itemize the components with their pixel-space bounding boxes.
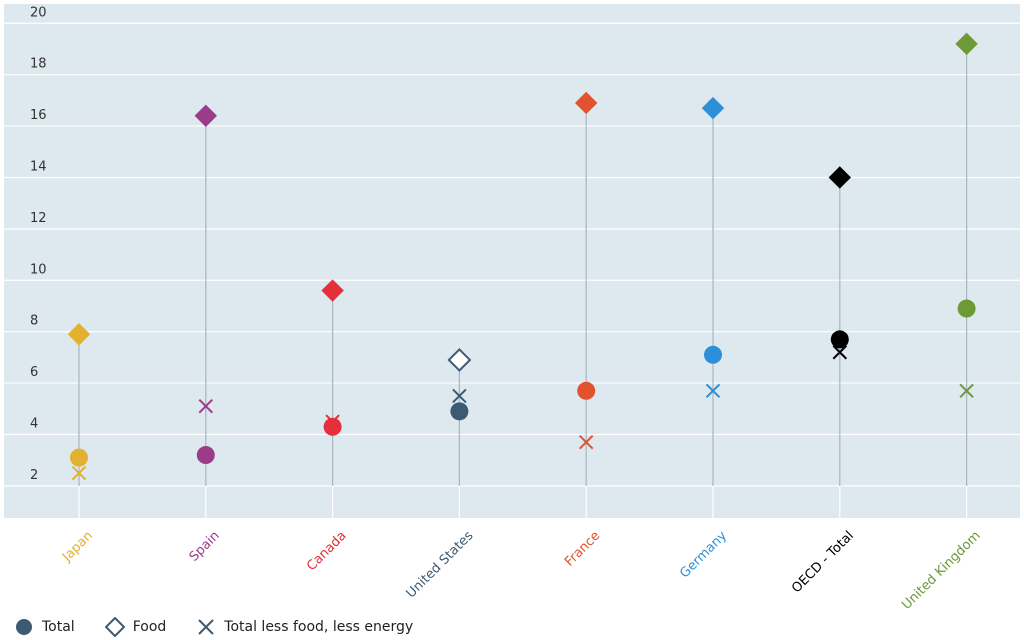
point-food	[955, 32, 978, 56]
y-axis-ticks: 2 4 6 8 10 12 14 16 18 20	[30, 5, 47, 483]
y-tick-label: 12	[30, 211, 47, 226]
point-core	[71, 465, 87, 481]
category-label: OECD - Total	[789, 528, 857, 596]
point-total	[450, 402, 469, 421]
y-tick-label: 2	[30, 468, 38, 483]
point-food	[321, 279, 344, 302]
legend-item-food[interactable]: Food	[104, 617, 167, 637]
category-label: United States	[404, 528, 477, 601]
category-label: Japan	[59, 528, 96, 565]
x-axis-category-labels: Japan Spain Canada United States France Germa…	[59, 528, 984, 613]
y-tick-label: 4	[30, 416, 38, 431]
legend-label-total-less-food-energy: Total less food, less energy	[224, 619, 414, 635]
legend-label-total: Total	[42, 619, 75, 635]
point-total	[196, 446, 215, 465]
point-core	[578, 434, 594, 450]
point-food	[828, 166, 852, 189]
category-label: United Kingdom	[899, 528, 983, 612]
point-food	[447, 348, 472, 372]
point-total	[70, 448, 88, 467]
category-label: Spain	[187, 528, 223, 564]
point-total	[323, 417, 342, 436]
y-tick-label: 8	[30, 314, 38, 329]
category-label: France	[562, 528, 603, 569]
diamond-outline-icon	[104, 617, 125, 637]
circle-icon	[16, 619, 32, 635]
point-total	[577, 381, 596, 400]
y-tick-label: 10	[30, 262, 47, 277]
category-label: Canada	[304, 528, 350, 574]
y-tick-label: 18	[30, 57, 47, 72]
legend-label-food: Food	[132, 619, 167, 635]
data-markers	[67, 32, 978, 481]
y-tick-label: 20	[30, 5, 47, 20]
y-tick-label: 16	[30, 108, 47, 123]
point-food	[67, 323, 91, 346]
x-icon	[198, 619, 214, 635]
point-food	[194, 104, 218, 128]
point-core	[832, 345, 848, 360]
point-core	[198, 398, 214, 414]
point-total	[957, 299, 976, 318]
y-tick-label: 6	[30, 365, 38, 380]
category-label: Germany	[677, 528, 730, 581]
point-food	[701, 96, 725, 120]
point-food	[574, 91, 598, 115]
gridlines	[4, 22, 1020, 487]
plot-background	[4, 4, 1020, 518]
legend: Total Food Total less food, less energy	[14, 614, 443, 640]
point-total	[704, 345, 722, 364]
point-total	[830, 330, 849, 349]
point-core	[705, 383, 721, 398]
point-core	[959, 383, 974, 398]
point-core	[452, 388, 467, 404]
point-core	[325, 414, 340, 429]
legend-item-total-less-food-energy[interactable]: Total less food, less energy	[196, 617, 413, 637]
y-tick-label: 14	[30, 159, 47, 174]
legend-item-total[interactable]: Total	[14, 617, 75, 637]
